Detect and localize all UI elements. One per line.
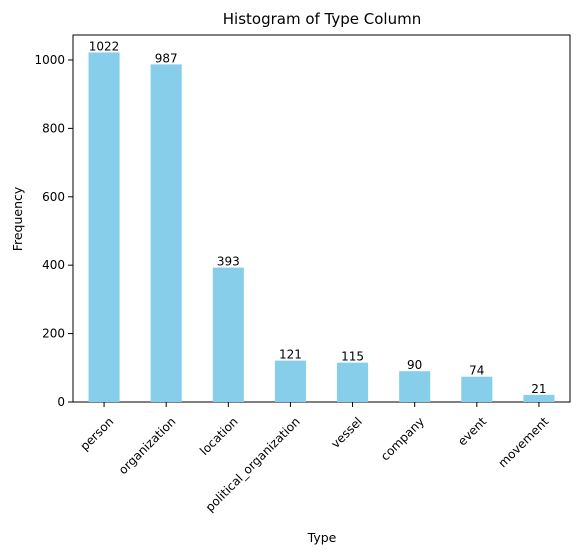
plot-area bbox=[72, 34, 571, 403]
data-label-organization: 987 bbox=[155, 51, 178, 65]
data-labels-layer: 1022 987 393 121 115 90 74 21 bbox=[89, 39, 547, 395]
plot-frame bbox=[72, 34, 571, 403]
x-tick-label-organization: organization bbox=[116, 414, 179, 477]
bar-location[interactable] bbox=[212, 267, 244, 402]
x-tick-label-movement: movement bbox=[495, 414, 551, 470]
x-tick-label-person: person bbox=[77, 414, 116, 453]
x-tick-label-event: event bbox=[455, 414, 489, 448]
data-label-location: 393 bbox=[217, 255, 240, 269]
bar-organization[interactable] bbox=[150, 64, 182, 402]
data-label-vessel: 115 bbox=[341, 350, 364, 364]
data-label-company: 90 bbox=[407, 358, 422, 372]
bar-event[interactable] bbox=[461, 376, 493, 402]
data-label-person: 1022 bbox=[89, 39, 120, 53]
y-tick-label-400: 400 bbox=[42, 258, 65, 272]
bar-company[interactable] bbox=[399, 371, 431, 402]
x-axis: person organization locationpolitical_orga… bbox=[77, 402, 551, 515]
data-label-political_organization: 121 bbox=[279, 348, 302, 362]
y-tick-label-800: 800 bbox=[42, 121, 65, 135]
bar-person[interactable] bbox=[88, 52, 120, 403]
data-label-movement: 21 bbox=[531, 382, 546, 396]
y-tick-label-0: 0 bbox=[57, 395, 65, 409]
bar-movement[interactable] bbox=[523, 394, 555, 402]
y-axis-label: Frequency bbox=[10, 186, 25, 251]
bars-layer bbox=[88, 52, 555, 403]
bar-vessel[interactable] bbox=[337, 362, 369, 402]
bar-political_organization[interactable] bbox=[274, 360, 306, 402]
data-label-event: 74 bbox=[469, 364, 484, 378]
y-tick-label-600: 600 bbox=[42, 190, 65, 204]
y-tick-label-200: 200 bbox=[42, 327, 65, 341]
y-tick-label-1000: 1000 bbox=[34, 53, 65, 67]
x-tick-label-company: company bbox=[378, 414, 427, 463]
chart-title: Histogram of Type Column bbox=[223, 10, 421, 28]
x-tick-label-vessel: vessel bbox=[328, 414, 365, 451]
x-axis-label: Type bbox=[307, 530, 337, 545]
y-axis: 0 200 400 600 800 1000 bbox=[34, 53, 73, 409]
x-tick-label-location: location bbox=[197, 414, 241, 458]
